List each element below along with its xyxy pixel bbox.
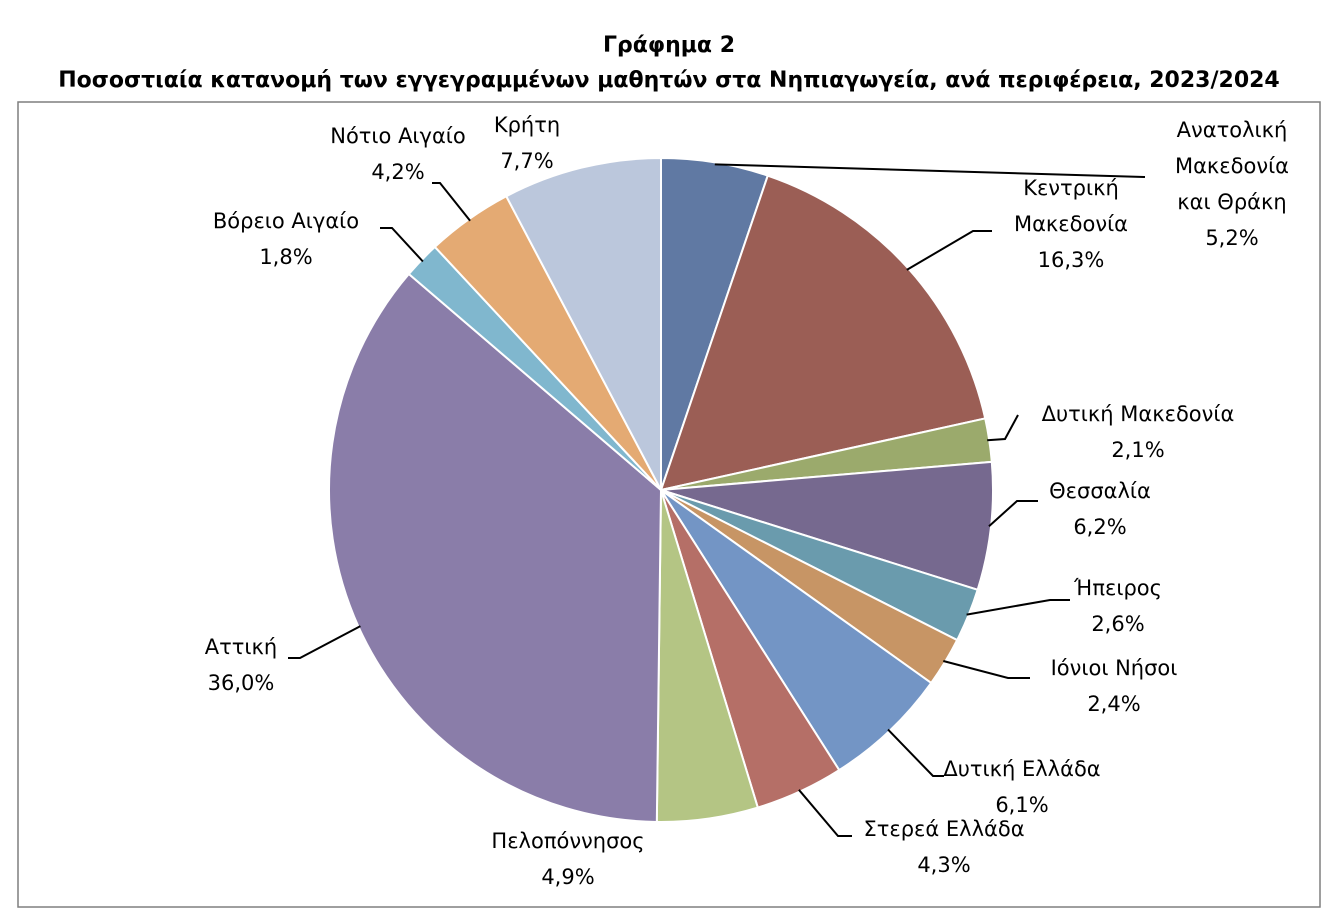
slice-label-στερεά-ελλάδα: Στερεά Ελλάδα 4,3% (863, 817, 1024, 877)
slice-name-label: Πελοπόννησος (491, 829, 644, 853)
leader-line-δυτική-ελλάδα (887, 728, 944, 777)
leader-line-στερεά-ελλάδα (798, 789, 852, 837)
pie-slices (328, 156, 994, 823)
slice-label-πελοπόννησος: Πελοπόννησος 4,9% (491, 829, 644, 889)
slice-name-label: Στερεά Ελλάδα (863, 817, 1024, 841)
slice-name-label: Ανατολική (1177, 118, 1288, 142)
pie-slice-κρήτη (504, 156, 662, 491)
leader-line-αττική (288, 625, 361, 659)
leader-line-βόρειο-αιγαίο (380, 227, 424, 263)
chart-title: Γράφημα 2 (603, 33, 735, 58)
slice-label-ανατολική-μακεδονία-και-θράκη: Ανατολική Μακεδονία και Θράκη 5,2% (1175, 118, 1289, 250)
slice-label-αττική: Αττική 36,0% (205, 635, 277, 695)
slice-name-label: Μακεδονία (1014, 212, 1128, 236)
slice-name-label: Δυτική Μακεδονία (1042, 402, 1235, 426)
slice-value-label: 16,3% (1038, 248, 1105, 272)
slice-label-βόρειο-αιγαίο: Βόρειο Αιγαίο 1,8% (213, 209, 359, 269)
slice-label-κεντρική-μακεδονία: Κεντρική Μακεδονία 16,3% (1014, 176, 1128, 272)
slice-value-label: 4,3% (917, 853, 970, 877)
slice-name-label: Νότιο Αιγαίο (330, 124, 466, 148)
slice-name-label: Μακεδονία (1175, 154, 1289, 178)
leader-line-κεντρική-μακεδονία (906, 230, 992, 271)
slice-name-label: Κεντρική (1023, 176, 1119, 200)
slice-label-ήπειρος: Ήπειρος 2,6% (1073, 576, 1162, 636)
slice-value-label: 2,4% (1087, 692, 1140, 716)
slice-value-label: 7,7% (500, 149, 553, 173)
slice-value-label: 36,0% (208, 671, 275, 695)
leader-lines (288, 163, 1146, 837)
leader-line-ιόνιοι-νήσοι (943, 660, 1030, 679)
slice-label-δυτική-μακεδονία: Δυτική Μακεδονία 2,1% (1042, 402, 1235, 462)
leader-line-ήπειρος (966, 599, 1070, 616)
slice-labels: Ανατολική Μακεδονία και Θράκη 5,2% Κεντρική Μ… (205, 113, 1289, 889)
slice-name-label: Ιόνιοι Νήσοι (1051, 656, 1178, 680)
slice-label-κρήτη: Κρήτη 7,7% (494, 113, 560, 173)
slice-value-label: 4,2% (371, 160, 424, 184)
slice-name-label: Δυτική Ελλάδα (943, 757, 1100, 781)
leader-line-θεσσαλία (988, 500, 1038, 528)
leader-line-νότιο-αιγαίο (432, 182, 471, 222)
slice-value-label: 2,1% (1111, 438, 1164, 462)
slice-value-label: 4,9% (541, 865, 594, 889)
slice-value-label: 6,1% (995, 793, 1048, 817)
leader-line-ανατολική-μακεδονία-και-θράκη (714, 163, 1146, 178)
slice-label-νότιο-αιγαίο: Νότιο Αιγαίο 4,2% (330, 124, 466, 184)
slice-value-label: 5,2% (1205, 226, 1258, 250)
slice-name-label: Ήπειρος (1073, 576, 1162, 600)
slice-name-label: και Θράκη (1177, 190, 1286, 214)
slice-name-label: Βόρειο Αιγαίο (213, 209, 359, 233)
leader-line-δυτική-μακεδονία (987, 414, 1019, 442)
slice-value-label: 2,6% (1091, 612, 1144, 636)
slice-value-label: 1,8% (259, 245, 312, 269)
slice-name-label: Κρήτη (494, 113, 560, 137)
pie-slice-θεσσαλία (660, 460, 994, 592)
slice-label-ιόνιοι-νήσοι: Ιόνιοι Νήσοι 2,4% (1051, 656, 1178, 716)
slice-name-label: Θεσσαλία (1049, 479, 1151, 503)
slice-label-δυτική-ελλάδα: Δυτική Ελλάδα 6,1% (943, 757, 1100, 817)
slice-name-label: Αττική (205, 635, 277, 659)
chart-subtitle: Ποσοστιαία κατανομή των εγγεγραμμένων μα… (58, 68, 1280, 93)
slice-label-θεσσαλία: Θεσσαλία 6,2% (1049, 479, 1151, 539)
slice-value-label: 6,2% (1073, 515, 1126, 539)
